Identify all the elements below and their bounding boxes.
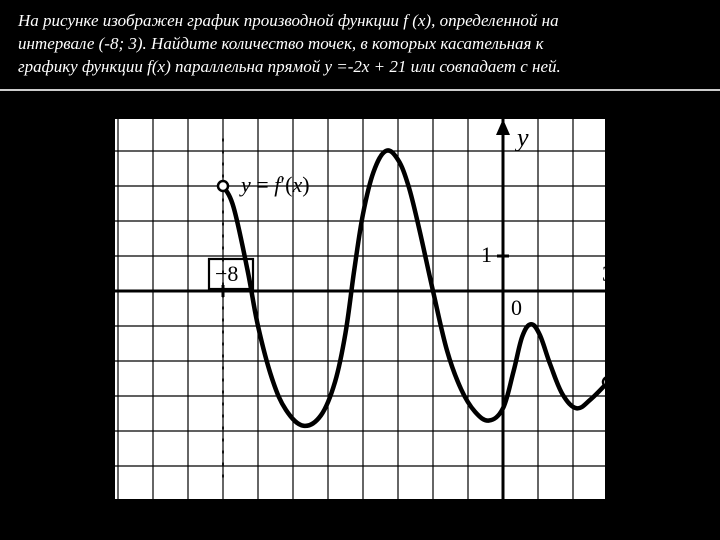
- problem-line-1: На рисунке изображен график производной …: [18, 10, 702, 33]
- problem-line-3: графику функции f(x) параллельна прямой …: [18, 56, 702, 79]
- axis-label-origin: 0: [511, 295, 522, 321]
- derivative-graph-figure: y 1 0 3 −8 y = f′(x): [115, 119, 605, 499]
- separator-line: [0, 89, 720, 91]
- axis-label-minus8: −8: [215, 261, 238, 287]
- chart-svg: [115, 119, 605, 499]
- axis-label-three: 3: [602, 261, 613, 287]
- problem-line-2: интервале (-8; 3). Найдите количество то…: [18, 33, 702, 56]
- axis-label-one: 1: [481, 242, 492, 268]
- axis-label-y: y: [517, 123, 529, 153]
- problem-statement: На рисунке изображен график производной …: [0, 0, 720, 85]
- function-label: y = f′(x): [241, 172, 310, 198]
